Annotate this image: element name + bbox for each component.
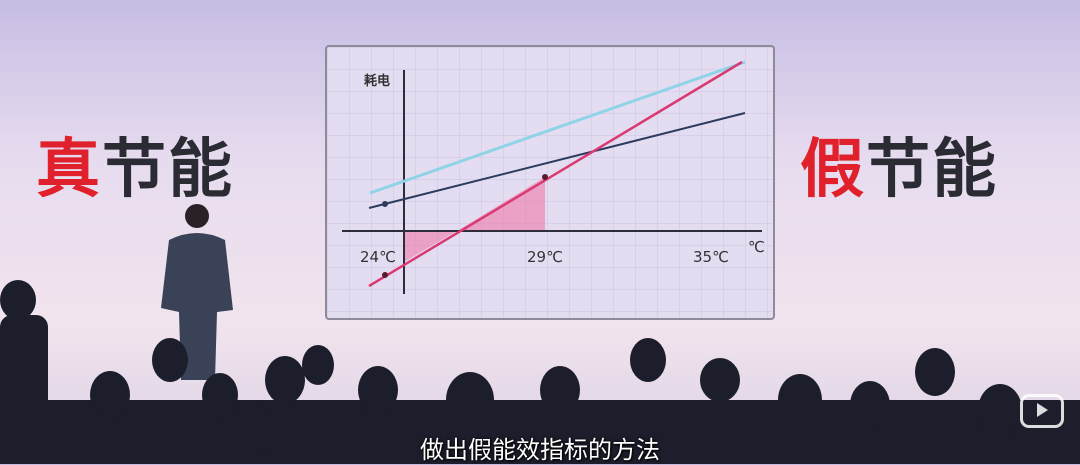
x-tick-29: 29℃ [527, 248, 563, 266]
slogan-highlight: 真 [36, 133, 102, 207]
video-subtitle: 做出假能效指标的方法 [420, 436, 660, 464]
y-axis-label: 耗电 [364, 74, 391, 89]
navy-line [368, 112, 746, 209]
x-axis-unit: ℃ [748, 238, 765, 256]
fill-left [404, 231, 457, 262]
bilibili-play-icon [1020, 394, 1064, 428]
light-blue-line [369, 60, 746, 195]
point-navy [382, 201, 388, 207]
slogan-rest: 节能 [102, 133, 234, 207]
x-tick-35: 35℃ [693, 248, 729, 266]
pink-line [368, 60, 743, 288]
fake-energy-saving-slogan: 假节能 [800, 118, 998, 210]
true-energy-saving-slogan: 真节能 [36, 118, 234, 210]
slogan-rest: 节能 [866, 133, 998, 207]
fill-right [457, 177, 545, 231]
point-pink-29 [542, 174, 548, 180]
slogan-highlight: 假 [800, 133, 866, 207]
presenter-figure [161, 204, 233, 380]
point-pink-low [382, 272, 388, 278]
x-tick-24: 24℃ [360, 248, 396, 266]
